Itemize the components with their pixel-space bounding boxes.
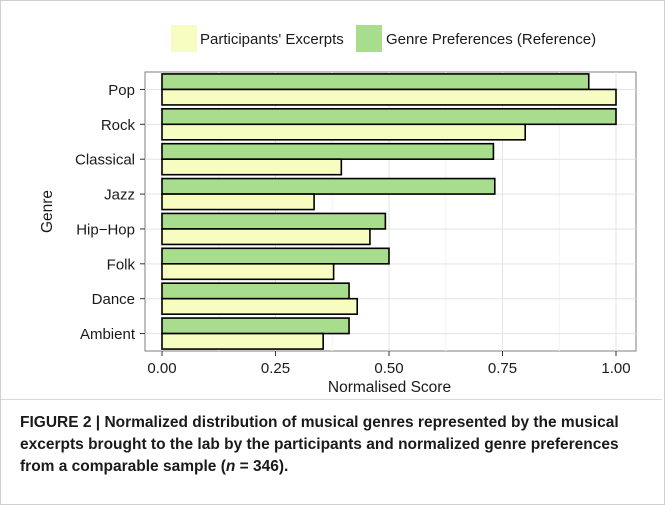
caption-n: n <box>225 458 236 475</box>
axes: Pop Rock Classical Jazz Hip−Hop Folk Dance Ambi… <box>39 82 631 396</box>
y-tick-label-dance: Dance <box>92 291 135 308</box>
x-tick-label-0-25: 0.25 <box>261 360 290 377</box>
bar-reference-folk <box>161 247 390 265</box>
bar-excerpts-folk <box>161 263 335 281</box>
y-axis-title: Genre <box>39 190 56 233</box>
caption-divider <box>1 399 662 400</box>
figure-caption: FIGURE 2 | Normalized distribution of mu… <box>20 412 645 478</box>
x-tick-label-0-50: 0.50 <box>374 360 403 377</box>
bar-reference-ambient <box>161 317 350 335</box>
x-tick-label-0-00: 0.00 <box>147 360 176 377</box>
legend-excerpts-key <box>171 25 197 52</box>
bar-excerpts-jazz <box>161 193 315 211</box>
bar-excerpts-ambient <box>161 332 324 350</box>
caption-text-end: = 346). <box>235 458 289 475</box>
bar-excerpts-dance <box>161 297 359 315</box>
bar-chart: Pop Rock Classical Jazz Hip−Hop Folk Dance Ambi… <box>39 25 637 396</box>
x-axis-title: Normalised Score <box>328 379 451 396</box>
bar-reference-rock <box>161 108 617 126</box>
y-tick-label-jazz: Jazz <box>104 187 135 204</box>
x-tick-label-0-75: 0.75 <box>488 360 517 377</box>
y-tick-label-pop: Pop <box>108 82 135 99</box>
y-tick-label-classical: Classical <box>75 152 135 169</box>
legend: Participants' Excerpts Genre Preferences … <box>171 25 596 52</box>
legend-reference-key <box>356 25 382 52</box>
bar-excerpts-rock <box>161 123 527 141</box>
y-tick-label-folk: Folk <box>107 256 136 273</box>
bars <box>161 73 617 350</box>
caption-label: FIGURE 2 | <box>20 414 105 431</box>
bar-reference-jazz <box>161 177 496 195</box>
bar-reference-classical <box>161 142 495 160</box>
caption-text: Normalized distribution of musical genre… <box>20 414 619 475</box>
bar-excerpts-pop <box>161 88 617 106</box>
y-tick-label-hip-hop: Hip−Hop <box>76 221 135 238</box>
legend-reference-label: Genre Preferences (Reference) <box>386 31 596 48</box>
bar-excerpts-classical <box>161 158 343 176</box>
y-tick-label-ambient: Ambient <box>80 326 136 343</box>
bar-excerpts-hip-hop <box>161 228 371 246</box>
bar-reference-pop <box>161 73 590 91</box>
y-tick-label-rock: Rock <box>101 117 136 134</box>
bar-reference-hip-hop <box>161 212 387 230</box>
bar-reference-dance <box>161 282 350 300</box>
legend-excerpts-label: Participants' Excerpts <box>200 31 344 48</box>
x-tick-label-1-00: 1.00 <box>601 360 630 377</box>
